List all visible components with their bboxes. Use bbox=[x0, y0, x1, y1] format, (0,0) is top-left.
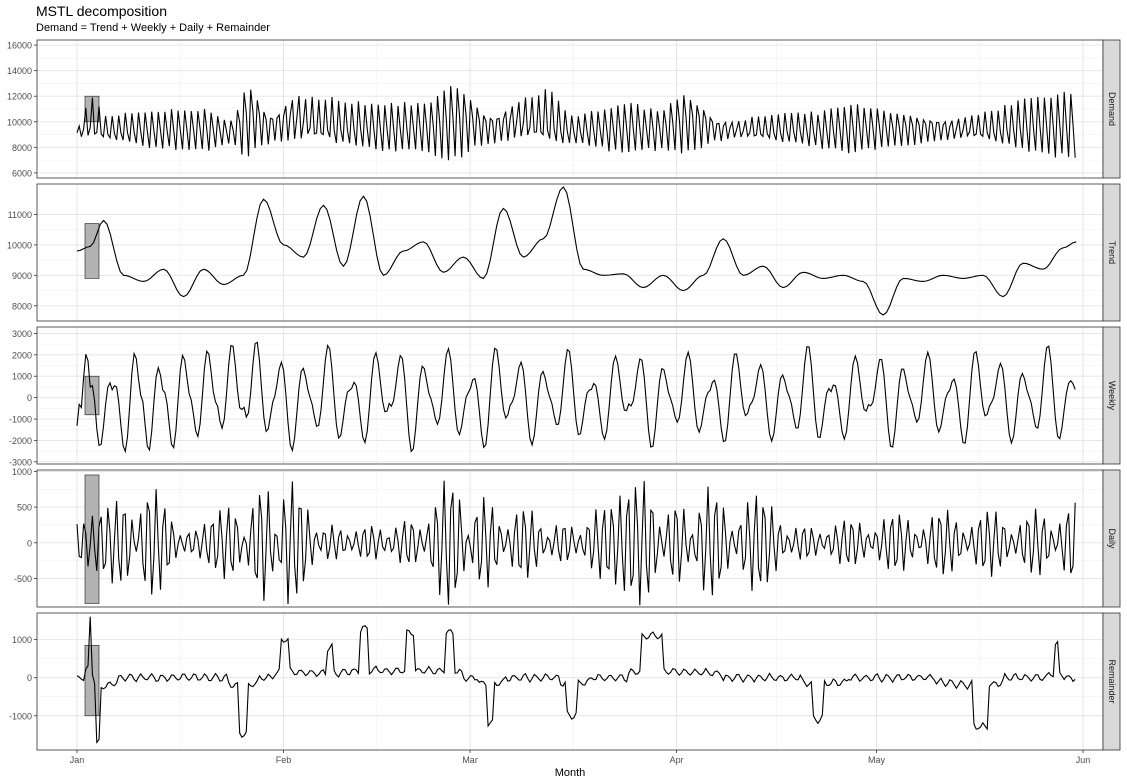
series-line-demand bbox=[76, 86, 1076, 161]
facet-strip bbox=[1102, 183, 1121, 322]
x-tick-label: Jun bbox=[1076, 755, 1091, 765]
facet-strip-label: Trend bbox=[1107, 241, 1117, 264]
y-tick-label: 11000 bbox=[8, 210, 32, 220]
y-tick-label: -1000 bbox=[9, 711, 32, 721]
y-tick-label: 8000 bbox=[12, 143, 32, 153]
y-tick-label: 0 bbox=[27, 673, 32, 683]
facet-strip bbox=[1102, 612, 1121, 751]
series-line-trend bbox=[76, 186, 1077, 316]
y-tick-label: -2000 bbox=[9, 436, 32, 446]
scale-bar bbox=[84, 375, 100, 416]
facet-daily: -500 0 500 1000 Daily bbox=[12, 467, 1121, 608]
x-tick-label: Jan bbox=[70, 755, 85, 765]
series-line-remainder bbox=[76, 616, 1076, 744]
panel-background bbox=[37, 470, 1103, 607]
y-tick-label: 0 bbox=[27, 393, 32, 403]
y-tick-label: 6000 bbox=[12, 168, 32, 178]
chart-subtitle: Demand = Trend + Weekly + Daily + Remain… bbox=[36, 22, 270, 34]
scale-bar bbox=[84, 474, 100, 604]
y-tick-label: 10000 bbox=[7, 117, 32, 127]
facet-strip-label: Remainder bbox=[1107, 659, 1117, 703]
facet-strip-label: Weekly bbox=[1107, 381, 1117, 411]
y-tick-label: -3000 bbox=[9, 457, 32, 467]
facet-strip bbox=[1102, 326, 1121, 465]
y-tick-label: 1000 bbox=[12, 372, 32, 382]
panel-background bbox=[37, 184, 1103, 321]
facet-strip-label: Daily bbox=[1107, 528, 1117, 549]
facet-demand: 6000 8000 10000 12000 14000 16000 Demand bbox=[7, 39, 1121, 179]
y-tick-label: -1000 bbox=[9, 415, 32, 425]
facet-remainder: -1000 0 1000 Remainder bbox=[9, 612, 1121, 751]
facet-strip bbox=[1102, 39, 1121, 179]
facet-strip bbox=[1102, 469, 1121, 608]
y-tick-label: 10000 bbox=[7, 240, 32, 250]
x-tick-label: May bbox=[868, 755, 886, 765]
y-tick-label: 0 bbox=[27, 538, 32, 548]
y-tick-label: 2000 bbox=[12, 350, 32, 360]
y-tick-label: 9000 bbox=[12, 271, 32, 281]
panel-background bbox=[37, 327, 1103, 464]
y-tick-label: 8000 bbox=[12, 301, 32, 311]
y-tick-label: 500 bbox=[17, 503, 32, 513]
y-tick-label: -500 bbox=[14, 574, 32, 584]
y-tick-label: 14000 bbox=[7, 66, 32, 76]
x-tick-label: Apr bbox=[670, 755, 684, 765]
panel-background bbox=[37, 613, 1103, 750]
chart-title: MSTL decomposition bbox=[36, 3, 167, 19]
y-tick-label: 3000 bbox=[12, 329, 32, 339]
facet-trend: 8000 9000 10000 11000 Trend bbox=[7, 183, 1121, 322]
y-tick-label: 1000 bbox=[12, 467, 32, 477]
x-axis-label: Month bbox=[555, 767, 586, 779]
x-tick-label: Feb bbox=[276, 755, 292, 765]
x-tick-label: Mar bbox=[462, 755, 478, 765]
y-tick-label: 12000 bbox=[7, 92, 32, 102]
facet-strip-label: Demand bbox=[1107, 92, 1117, 126]
facet-panels: 6000800010000120001400016000Demand800090… bbox=[7, 39, 1121, 765]
y-tick-label: 1000 bbox=[12, 635, 32, 645]
y-tick-label: 16000 bbox=[7, 41, 32, 51]
series-line-daily bbox=[76, 480, 1076, 606]
series-line-weekly bbox=[76, 341, 1076, 454]
facet-weekly: -3000 -2000 -1000 0 1000 2000 3000 Weekly bbox=[9, 326, 1121, 467]
scale-bar bbox=[84, 223, 100, 279]
